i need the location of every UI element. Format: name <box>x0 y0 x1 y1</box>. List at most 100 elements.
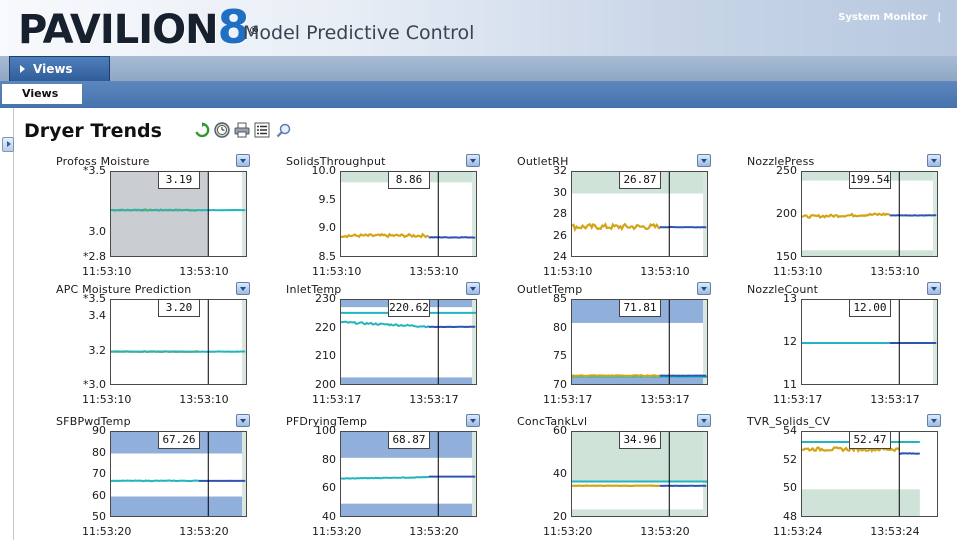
chart-solidsthroughput-ytick-0: 10.0 <box>311 164 337 177</box>
chart-sfbpwdtemp-xtick-0: 11:53:20 <box>82 525 132 538</box>
chart-sfbpwdtemp-ytick-4: 50 <box>92 510 106 523</box>
chart-inlettemp-xtick-1: 13:53:17 <box>409 393 459 406</box>
chart-outletrh-dropdown-icon[interactable] <box>697 154 711 167</box>
chart-tvr-solids-cv-ytick-3: 48 <box>783 510 797 523</box>
chart-profoss-moisture-limit-strip <box>242 172 246 256</box>
chart-solidsthroughput-title: SolidsThroughput <box>286 155 386 168</box>
chart-tvr-solids-cv-series-blue-1 <box>899 452 921 455</box>
chart-solidsthroughput-xtick-0: 11:53:10 <box>312 265 362 278</box>
tab-views[interactable]: Views <box>9 56 110 83</box>
chart-outlettemp-band-1 <box>572 377 707 384</box>
chart-nozzlepress-title: NozzlePress <box>747 155 815 168</box>
chart-inlettemp-dropdown-icon[interactable] <box>466 282 480 295</box>
chart-outletrh-ytick-3: 26 <box>553 228 567 242</box>
chart-apc-moisture-prediction-dropdown-icon[interactable] <box>236 282 250 295</box>
chart-outlettemp-dropdown-icon[interactable] <box>697 282 711 295</box>
chart-inlettemp-ytick-2: 210 <box>315 349 336 363</box>
chart-apc-moisture-prediction-title: APC Moisture Prediction <box>56 283 192 296</box>
list-icon[interactable] <box>254 122 270 138</box>
chart-pfdryingtemp-band-1 <box>341 503 476 516</box>
chart-outlettemp-series-gold-0 <box>572 374 660 378</box>
chart-profoss-moisture-ytick-0: *3.5 <box>83 164 106 177</box>
chart-inlettemp-current-value: 220.62 <box>388 299 430 317</box>
chart-solidsthroughput-ytick-2: 9.0 <box>318 221 337 235</box>
chart-nozzlepress-limit-strip <box>933 172 937 256</box>
chart-tvr-solids-cv-ytick-1: 52 <box>783 452 797 466</box>
chart-solidsthroughput-xtick-1: 13:53:10 <box>409 265 459 278</box>
subtab-views[interactable]: Views <box>2 84 82 104</box>
chart-nozzlepress-band-1 <box>802 250 937 256</box>
chart-pfdryingtemp-ytick-3: 40 <box>322 510 336 523</box>
chart-tvr-solids-cv-svg <box>802 432 937 516</box>
chart-sfbpwdtemp-xtick-1: 13:53:20 <box>179 525 229 538</box>
refresh-icon[interactable] <box>194 122 210 138</box>
print-icon[interactable] <box>234 122 250 138</box>
chart-apc-moisture-prediction-ytick-2: 3.2 <box>88 343 107 357</box>
chart-pfdryingtemp-xtick-1: 13:53:20 <box>409 525 459 538</box>
tab-views-label: Views <box>33 62 73 76</box>
chart-nozzlepress-xtick-1: 13:53:10 <box>870 265 920 278</box>
chart-conctanklvl-ytick-2: 20 <box>553 510 567 523</box>
chart-sfbpwdtemp-ytick-1: 80 <box>92 445 106 459</box>
chart-sfbpwdtemp-dropdown-icon[interactable] <box>236 414 250 427</box>
chart-outletrh-ytick-4: 24 <box>553 250 567 263</box>
chart-tvr-solids-cv-xtick-1: 13:53:24 <box>870 525 920 538</box>
chart-outlettemp-xtick-0: 11:53:17 <box>543 393 593 406</box>
chart-nozzlecount-ytick-2: 11 <box>783 378 797 391</box>
chart-outletrh-xtick-1: 13:53:10 <box>640 265 690 278</box>
system-monitor-label[interactable]: System Monitor <box>838 12 928 23</box>
app-header: PAVILION8® Model Predictive Control Syst… <box>0 0 957 56</box>
app-title: Model Predictive Control <box>243 22 475 44</box>
chart-tvr-solids-cv-ytick-0: 54 <box>783 424 797 437</box>
chart-outlettemp-xtick-1: 13:53:17 <box>640 393 690 406</box>
chart-pfdryingtemp-ytick-1: 80 <box>322 452 336 466</box>
chart-outletrh-series-blue-1 <box>659 225 707 229</box>
system-monitor-link[interactable]: System Monitor | <box>838 12 941 23</box>
chart-outletrh-title: OutletRH <box>517 155 569 168</box>
page-title: Dryer Trends <box>24 120 162 142</box>
chart-outletrh-series-gold-0 <box>572 222 661 233</box>
chart-outletrh-ytick-1: 30 <box>553 185 567 199</box>
chart-inlettemp-xtick-0: 11:53:17 <box>312 393 362 406</box>
chart-conctanklvl-ytick-0: 60 <box>553 424 567 437</box>
chart-pfdryingtemp-series-teal-0 <box>341 475 429 480</box>
chart-pfdryingtemp-dropdown-icon[interactable] <box>466 414 480 427</box>
chart-tvr-solids-cv-band-0 <box>802 489 937 516</box>
chart-inlettemp-title: InletTemp <box>286 283 342 296</box>
chart-pfdryingtemp-xtick-0: 11:53:20 <box>312 525 362 538</box>
chart-nozzlecount-ytick-1: 12 <box>783 335 797 348</box>
chart-nozzlecount-dropdown-icon[interactable] <box>927 282 941 295</box>
chart-outletrh-xtick-0: 11:53:10 <box>543 265 593 278</box>
chart-tvr-solids-cv-current-value: 52.47 <box>849 431 891 449</box>
chart-inlettemp-series-teal-0 <box>341 320 430 329</box>
chart-inlettemp-ytick-3: 200 <box>315 378 336 391</box>
chart-conctanklvl-xtick-1: 13:53:20 <box>640 525 690 538</box>
chart-solidsthroughput-dropdown-icon[interactable] <box>466 154 480 167</box>
chart-nozzlecount-xtick-1: 13:53:17 <box>870 393 920 406</box>
chart-conctanklvl-series-gold-0 <box>572 484 660 488</box>
chart-profoss-moisture-dropdown-icon[interactable] <box>236 154 250 167</box>
header-separator: | <box>937 12 941 23</box>
chart-nozzlecount-svg <box>802 300 937 384</box>
chart-sfbpwdtemp-ytick-0: 90 <box>92 424 106 437</box>
chart-nozzlepress-dropdown-icon[interactable] <box>927 154 941 167</box>
chart-apc-moisture-prediction-xtick-1: 13:53:10 <box>179 393 229 406</box>
chart-tvr-solids-cv-dropdown-icon[interactable] <box>927 414 941 427</box>
chart-pfdryingtemp-current-value: 68.87 <box>388 431 430 449</box>
chart-solidsthroughput-current-value: 8.86 <box>388 171 430 189</box>
triangle-right-icon <box>20 65 25 73</box>
chart-conctanklvl-xtick-0: 11:53:20 <box>543 525 593 538</box>
chart-nozzlecount-plot <box>801 299 938 385</box>
chart-apc-moisture-prediction-ytick-1: 3.4 <box>88 309 107 323</box>
chart-outlettemp-ytick-2: 75 <box>553 349 567 363</box>
expand-panel-icon[interactable] <box>2 137 14 152</box>
chart-nozzlepress-ytick-2: 150 <box>776 250 797 263</box>
clock-icon[interactable] <box>214 122 230 138</box>
search-icon[interactable] <box>276 122 292 138</box>
chart-outletrh-ytick-2: 28 <box>553 207 567 220</box>
chart-pfdryingtemp-ytick-2: 60 <box>322 481 336 495</box>
chart-sfbpwdtemp-ytick-2: 70 <box>92 467 106 480</box>
chart-apc-moisture-prediction-current-value: 3.20 <box>158 299 200 317</box>
chart-conctanklvl-dropdown-icon[interactable] <box>697 414 711 427</box>
chart-sfbpwdtemp-ytick-3: 60 <box>92 488 106 502</box>
